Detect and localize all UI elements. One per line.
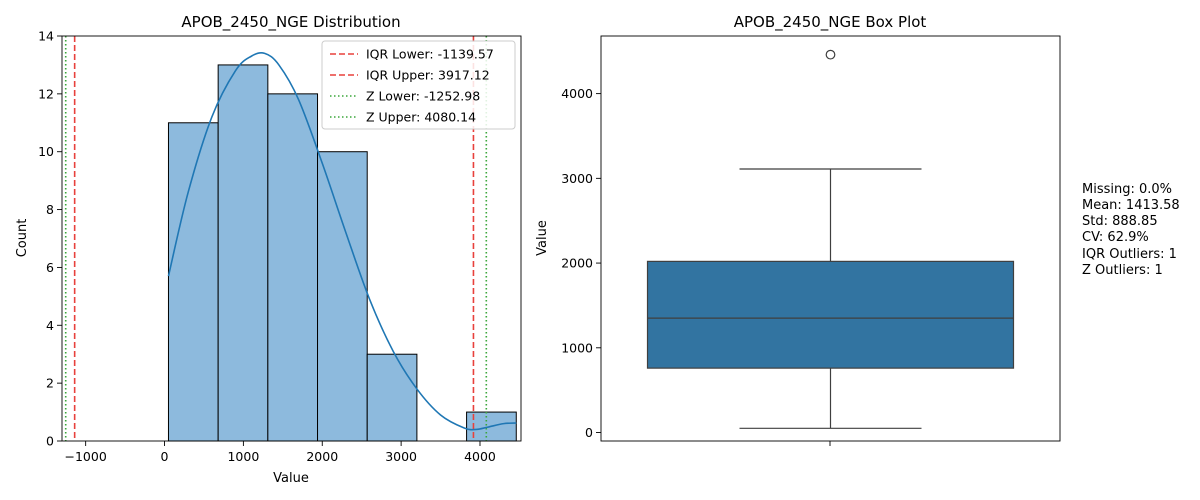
y-tick-label: 8 — [46, 202, 54, 217]
kde-curve — [167, 51, 517, 431]
boxplot-frame — [600, 35, 1061, 442]
boxplot-y-ticks: 0 1000 2000 3000 4000 — [561, 86, 601, 440]
y-tick-label: 14 — [38, 29, 54, 44]
x-tick-label: 2000 — [306, 449, 338, 464]
y-tick-label: 10 — [38, 144, 54, 159]
stats-z-outliers: Z Outliers: 1 — [1082, 263, 1163, 278]
stats-cv: CV: 62.9% — [1082, 230, 1149, 245]
y-tick-label: 3000 — [561, 171, 593, 186]
y-tick-label: 4000 — [561, 86, 593, 101]
boxplot-y-label: Value — [535, 220, 550, 256]
histogram-bar — [366, 353, 418, 442]
y-tick-label: 4 — [46, 318, 54, 333]
y-tick-label: 1000 — [561, 340, 593, 355]
histogram-bar — [167, 122, 219, 442]
x-tick-label: 3000 — [385, 449, 417, 464]
legend-label: IQR Upper: 3917.12 — [366, 68, 490, 83]
outlier-point — [825, 49, 836, 60]
stats-iqr-outliers: IQR Outliers: 1 — [1082, 247, 1177, 262]
legend-label: Z Lower: -1252.98 — [366, 89, 480, 104]
y-tick-label: 2000 — [561, 256, 593, 271]
stats-panel: Missing: 0.0% Mean: 1413.58 Std: 888.85 … — [1082, 182, 1180, 278]
x-tick-label: 4000 — [464, 449, 496, 464]
stats-missing: Missing: 0.0% — [1082, 182, 1172, 197]
boxplot-shapes — [646, 49, 1015, 429]
stats-std: Std: 888.85 — [1082, 214, 1158, 229]
y-tick-label: 12 — [38, 86, 54, 101]
histogram-y-label: Count — [15, 219, 30, 258]
y-tick-label: 2 — [46, 376, 54, 391]
x-tick-label: 0 — [161, 449, 169, 464]
histogram-bars — [167, 64, 517, 442]
boxplot-panel: APOB_2450_NGE Box Plot 0 1000 2000 3000 4000… — [535, 13, 1061, 446]
stats-mean: Mean: 1413.58 — [1082, 198, 1180, 213]
box-iqr — [646, 260, 1015, 369]
histogram-title: APOB_2450_NGE Distribution — [181, 13, 400, 32]
histogram-bar — [267, 93, 319, 442]
legend-label: Z Upper: 4080.14 — [366, 110, 476, 125]
histogram-x-label: Value — [273, 471, 309, 486]
y-tick-label: 0 — [46, 434, 54, 449]
y-tick-label: 6 — [46, 260, 54, 275]
histogram-frame — [61, 35, 522, 442]
y-tick-label: 0 — [585, 425, 593, 440]
legend-label: IQR Lower: -1139.57 — [366, 47, 494, 62]
legend-box — [321, 40, 516, 130]
histogram-bar — [217, 64, 269, 442]
histogram-x-ticks: −1000 0 1000 2000 3000 4000 — [65, 441, 496, 464]
x-tick-label: 1000 — [227, 449, 259, 464]
histogram-bar — [317, 151, 368, 442]
legend: IQR Lower: -1139.57 IQR Upper: 3917.12 Z L… — [321, 40, 516, 130]
x-tick-label: −1000 — [65, 449, 107, 464]
histogram-panel: APOB_2450_NGE Distribution −1000 0 1000 200… — [15, 13, 522, 486]
histogram-y-ticks: 0 2 4 6 8 10 12 14 — [38, 29, 62, 449]
boxplot-title: APOB_2450_NGE Box Plot — [734, 13, 927, 32]
